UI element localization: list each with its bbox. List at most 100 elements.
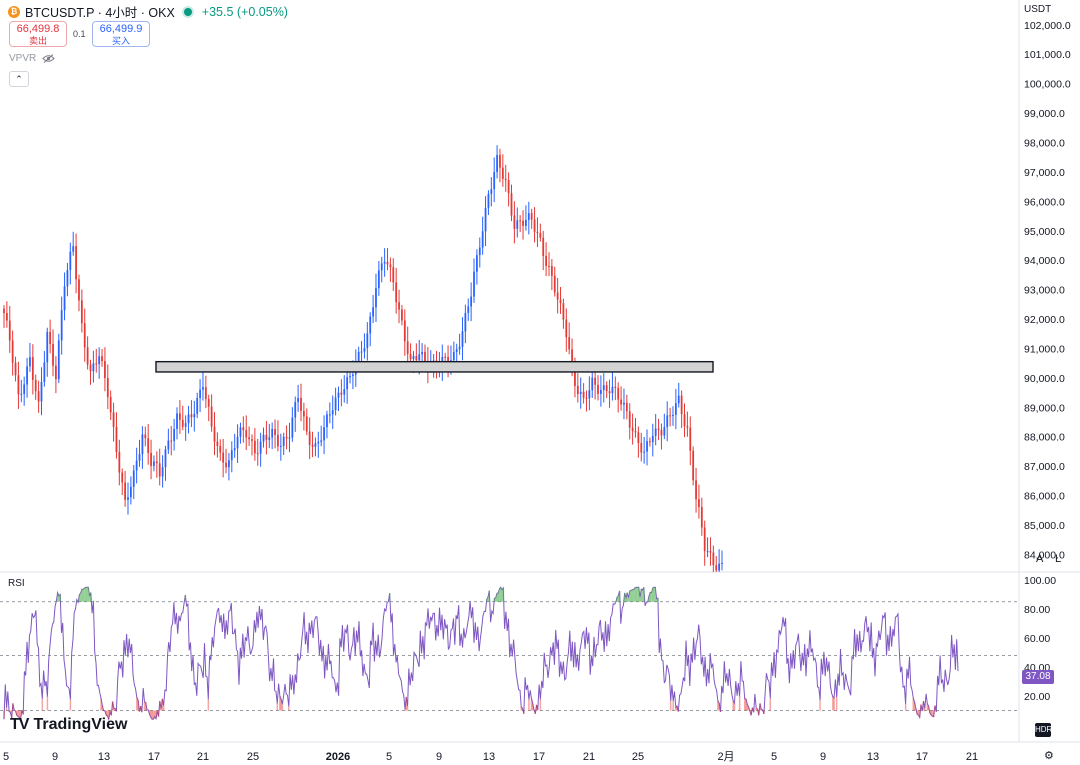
auto-scale-button[interactable]: A [1036, 553, 1044, 565]
candle [173, 428, 176, 441]
candle [398, 302, 400, 310]
price-tick-label: 101,000.0 [1024, 49, 1071, 61]
time-tick-label: 5 [386, 751, 392, 763]
candle [320, 440, 323, 442]
candle [184, 423, 187, 427]
price-tick-label: 90,000.0 [1024, 373, 1065, 385]
candle [703, 527, 706, 552]
candle [219, 446, 222, 453]
time-tick-label: 9 [436, 751, 442, 763]
currency-label[interactable]: USDT [1024, 4, 1052, 15]
candle [628, 411, 631, 428]
candle [300, 397, 302, 411]
candle [602, 385, 605, 390]
vpvr-indicator[interactable]: VPVR [9, 53, 55, 64]
candle [101, 356, 103, 362]
candle [395, 282, 398, 303]
price-tick-label: 94,000.0 [1024, 255, 1065, 267]
candle [40, 381, 43, 402]
time-tick-label: 9 [52, 751, 58, 763]
candle [646, 441, 648, 452]
candle [614, 386, 617, 388]
candle [513, 215, 516, 229]
candle [522, 220, 524, 226]
symbol-title[interactable]: BTCUSDT.P · 4小时 · OKX [25, 6, 175, 20]
time-tick-label: 13 [98, 751, 110, 763]
candle [230, 450, 233, 461]
candle [623, 402, 625, 405]
candle [672, 414, 674, 417]
candle [95, 363, 98, 365]
chevron-up-icon: ⌃ [15, 73, 23, 84]
symbol-header[interactable]: ₿ BTCUSDT.P · 4小时 · OKX +35.5 (+0.05%) [8, 2, 288, 21]
candle [473, 271, 475, 297]
candle [568, 337, 571, 350]
candle [199, 389, 201, 399]
candle [334, 397, 337, 411]
time-tick-label: 2月 [717, 751, 734, 763]
candle [620, 399, 622, 405]
candle [132, 470, 135, 487]
price-tick-label: 99,000.0 [1024, 108, 1065, 120]
candle [366, 333, 369, 349]
time-tick-label: 21 [966, 751, 978, 763]
candle [66, 270, 69, 287]
candle [80, 300, 83, 324]
rsi-value-badge: 37.08 [1022, 670, 1054, 684]
time-tick-label: 21 [583, 751, 595, 763]
candle [57, 340, 60, 380]
candle [608, 391, 611, 394]
candle [282, 436, 285, 446]
candle [487, 193, 490, 208]
candle [23, 384, 26, 394]
gear-icon[interactable]: ⚙ [1044, 750, 1054, 762]
candle [135, 460, 138, 471]
candle [677, 395, 680, 404]
hdr-icon[interactable]: HDR [1035, 723, 1052, 737]
candle [363, 348, 366, 352]
candle [308, 431, 311, 445]
candle [377, 270, 380, 289]
log-scale-button[interactable]: L [1055, 553, 1062, 565]
candle [5, 313, 8, 321]
candle [129, 486, 132, 498]
candle [637, 432, 640, 444]
candle [640, 443, 643, 453]
candle [153, 461, 155, 466]
candle [588, 390, 591, 399]
buy-button[interactable]: 66,499.9 买入 [92, 21, 150, 47]
candle [369, 316, 372, 334]
price-tick-label: 86,000.0 [1024, 491, 1065, 503]
sell-button[interactable]: 66,499.8 卖出 [9, 21, 67, 47]
candle [634, 431, 637, 433]
rsi-label[interactable]: RSI [8, 578, 25, 589]
candle [525, 220, 527, 226]
candle [360, 351, 363, 353]
candle [63, 286, 66, 311]
candle [274, 429, 276, 435]
candle [164, 449, 167, 468]
candle [193, 413, 196, 418]
candle [660, 429, 663, 436]
eye-hidden-icon[interactable] [42, 54, 55, 63]
time-tick-label: 17 [148, 751, 160, 763]
candle [444, 356, 447, 358]
candle [582, 391, 585, 398]
candle [706, 551, 709, 553]
candle [458, 346, 461, 350]
candle [346, 377, 349, 390]
candle [539, 233, 542, 238]
candle [20, 393, 23, 395]
candle [674, 403, 677, 415]
candle [470, 296, 473, 307]
candle [527, 213, 530, 221]
candle [337, 392, 340, 398]
candle [481, 231, 484, 248]
price-tick-label: 91,000.0 [1024, 343, 1065, 355]
price-tick-label: 93,000.0 [1024, 285, 1065, 297]
collapse-legend-button[interactable]: ⌃ [9, 71, 29, 87]
candle [340, 392, 343, 395]
candle [516, 220, 519, 229]
candle [262, 434, 265, 442]
